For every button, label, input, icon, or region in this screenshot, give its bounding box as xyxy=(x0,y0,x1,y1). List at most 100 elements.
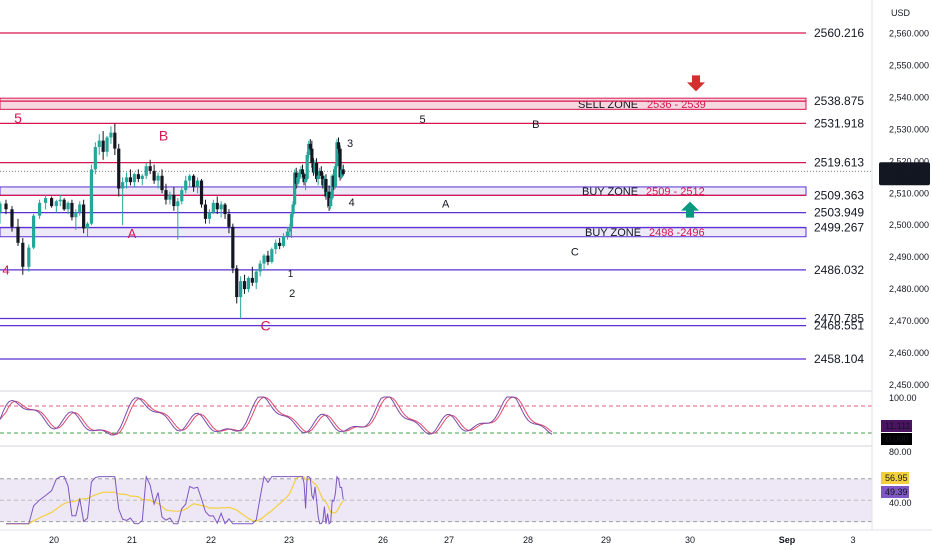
level-label-4: 2509.363 xyxy=(814,188,864,202)
candle-body-39 xyxy=(168,194,172,200)
candle-body-21 xyxy=(97,140,101,148)
candle-body-84 xyxy=(310,148,314,163)
rsi-layer: 80.00 40.00 56.95 49.39 xyxy=(0,445,912,525)
candle-body-96 xyxy=(329,198,333,207)
candle-body-24 xyxy=(109,132,113,138)
price-badge-bg xyxy=(879,162,930,186)
candle-body-50 xyxy=(211,202,215,213)
time-label-10: 3 xyxy=(850,535,855,545)
zone-range-1: 2509 - 2512 xyxy=(646,186,705,198)
candle-body-15 xyxy=(74,212,78,218)
wave-label-10: A xyxy=(442,199,450,211)
candle-body-2 xyxy=(10,209,14,227)
level-label-9: 2468.551 xyxy=(814,319,864,333)
wave-label-1: B xyxy=(159,128,168,144)
candle-body-61 xyxy=(254,271,258,283)
levels-layer: 2560.216 2538.875 2531.918 2519.613 2509.363… xyxy=(0,26,872,366)
rsi-pane[interactable]: 80.00 40.00 56.95 49.39 xyxy=(0,445,912,525)
price-tick-9: 2,470.000 xyxy=(889,316,929,326)
wave-label-9: 5 xyxy=(420,114,426,126)
candle-body-17 xyxy=(82,204,86,229)
candle-body-60 xyxy=(250,277,254,283)
candle-body-51 xyxy=(215,202,219,210)
candle-body-5 xyxy=(27,247,31,267)
candle-body-8 xyxy=(44,198,48,203)
candle-body-35 xyxy=(152,170,156,181)
candle-body-65 xyxy=(270,249,274,262)
stoch-tick-100: 100.00 xyxy=(889,393,917,403)
stochastic-pane[interactable]: 100.00 11.111 0.000 xyxy=(0,390,917,445)
candle-body-87 xyxy=(314,162,319,179)
time-label-3: 23 xyxy=(284,535,294,545)
price-tick-5: 2,510.000 xyxy=(889,188,929,198)
candle-body-11 xyxy=(58,199,62,202)
rsi-ma-badge xyxy=(881,472,909,484)
candle-body-6 xyxy=(32,215,36,248)
candle-body-29 xyxy=(128,177,133,183)
price-tick-10: 2,460.000 xyxy=(889,348,929,358)
level-label-5: 2503.949 xyxy=(814,206,864,220)
wave-label-4: C xyxy=(261,318,271,334)
rsi-badge xyxy=(881,486,909,498)
price-tick-0: 2,560.000 xyxy=(889,29,929,39)
stoch-k-line xyxy=(0,396,553,436)
price-tick-11: 2,450.000 xyxy=(889,380,929,390)
candle-body-71 xyxy=(289,214,294,227)
candle-body-102 xyxy=(338,148,342,178)
time-label-1: 21 xyxy=(127,535,137,545)
zone-label-1: BUY ZONE xyxy=(582,186,638,198)
zone-box-0 xyxy=(0,97,807,110)
wave-label-2: A xyxy=(128,226,137,241)
level-label-1: 2538.875 xyxy=(814,94,864,108)
candle-body-1 xyxy=(4,203,8,210)
candle-body-36 xyxy=(156,175,160,181)
candle-body-45 xyxy=(192,175,196,187)
candle-body-70 xyxy=(288,226,292,232)
candle-body-7 xyxy=(38,202,42,216)
wave-label-7: 3 xyxy=(347,138,353,150)
candle-body-10 xyxy=(54,201,58,207)
stochastic-layer: 100.00 11.111 0.000 xyxy=(0,390,917,445)
candle-body-83 xyxy=(308,143,312,149)
axis-layer: USD 2,560.000 2,550.000 2,540.000 2,530.000… xyxy=(871,0,930,530)
stoch-k-value: 11.111 xyxy=(885,421,911,431)
candle-body-68 xyxy=(281,236,286,246)
time-label-0: 20 xyxy=(49,535,59,545)
candle-body-104 xyxy=(341,169,345,175)
candle-body-33 xyxy=(144,166,148,176)
candle-body-42 xyxy=(180,190,184,202)
candle-body-78 xyxy=(300,169,305,175)
candle-body-46 xyxy=(195,180,200,187)
level-label-2: 2531.918 xyxy=(814,116,864,130)
candle-body-37 xyxy=(160,175,164,191)
wave-label-11: B xyxy=(532,119,539,131)
time-label-8: 30 xyxy=(685,535,695,545)
candle-body-64 xyxy=(266,255,270,262)
wave-label-12: C xyxy=(571,247,579,259)
candle-body-58 xyxy=(242,281,247,290)
candle-body-48 xyxy=(203,204,208,219)
candles-layer xyxy=(0,123,345,319)
price-tick-4: 2,520.000 xyxy=(889,156,929,166)
wave-label-5: 1 xyxy=(288,269,294,280)
wave-label-0: 5 xyxy=(14,110,22,126)
candle-body-22 xyxy=(101,140,105,152)
candle-body-0 xyxy=(0,203,2,213)
candle-body-34 xyxy=(148,166,152,171)
level-label-7: 2486.032 xyxy=(814,263,864,277)
candle-body-75 xyxy=(296,177,300,184)
candle-body-76 xyxy=(297,172,301,178)
candle-body-28 xyxy=(124,177,129,183)
candle-body-49 xyxy=(207,212,212,219)
wave-labels-layer: 5 B A 4 C 1 2 3 4 5 A B C xyxy=(2,110,578,334)
candle-body-53 xyxy=(223,204,227,215)
candle-body-57 xyxy=(239,281,243,298)
sell-arrow-down-icon xyxy=(687,75,705,92)
candle-body-3 xyxy=(16,226,20,243)
candle-body-25 xyxy=(113,132,117,149)
candle-body-63 xyxy=(262,255,266,264)
candle-body-99 xyxy=(333,166,337,187)
